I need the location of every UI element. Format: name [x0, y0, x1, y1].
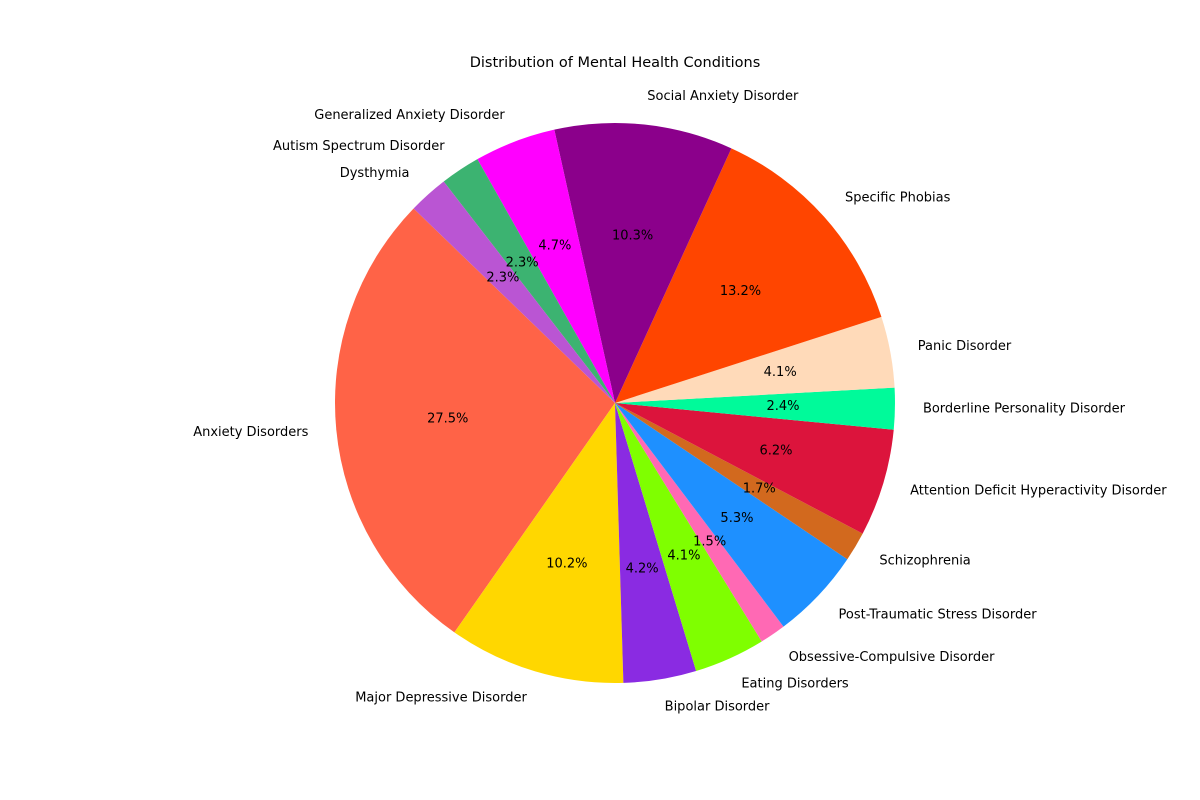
slice-percent-bipolar-disorder: 4.2%	[626, 561, 659, 576]
slice-label-attention-deficit-hyperactivity-disorder: Attention Deficit Hyperactivity Disorder	[910, 484, 1167, 499]
slice-label-post-traumatic-stress-disorder: Post-Traumatic Stress Disorder	[839, 607, 1038, 622]
pie-slice-bipolar-disorder	[615, 403, 697, 683]
slice-percent-generalized-anxiety-disorder: 4.7%	[538, 239, 571, 254]
pie-slice-major-depressive-disorder	[454, 403, 624, 683]
slice-label-panic-disorder: Panic Disorder	[918, 339, 1012, 354]
slice-label-borderline-personality-disorder: Borderline Personality Disorder	[923, 402, 1126, 417]
slice-label-bipolar-disorder: Bipolar Disorder	[665, 699, 771, 714]
pie-slice-post-traumatic-stress-disorder	[615, 403, 848, 627]
slice-percent-specific-phobias: 13.2%	[720, 284, 761, 299]
pie-slice-dysthymia	[413, 181, 615, 403]
slice-percent-dysthymia: 2.3%	[486, 270, 519, 285]
slice-percent-borderline-personality-disorder: 2.4%	[766, 399, 799, 414]
chart-title: Distribution of Mental Health Conditions	[470, 55, 761, 71]
slice-percent-schizophrenia: 1.7%	[743, 482, 776, 497]
pie-slice-panic-disorder	[615, 316, 895, 403]
pie-slice-social-anxiety-disorder	[554, 123, 732, 403]
slice-percent-social-anxiety-disorder: 10.3%	[612, 228, 653, 243]
slice-percent-attention-deficit-hyperactivity-disorder: 6.2%	[759, 444, 792, 459]
pie-labels: Anxiety Disorders Major Depressive Disord…	[193, 89, 1167, 714]
slice-percent-autism-spectrum-disorder: 2.3%	[506, 256, 539, 271]
pie-slice-anxiety-disorders	[335, 208, 615, 633]
slice-percent-major-depressive-disorder: 10.2%	[546, 556, 587, 571]
slice-label-schizophrenia: Schizophrenia	[879, 553, 970, 568]
pie-slices	[335, 123, 895, 683]
slice-label-generalized-anxiety-disorder: Generalized Anxiety Disorder	[314, 108, 505, 123]
slice-label-social-anxiety-disorder: Social Anxiety Disorder	[647, 89, 799, 104]
pie-slice-schizophrenia	[615, 403, 863, 560]
slice-label-dysthymia: Dysthymia	[340, 166, 410, 181]
pie-slice-generalized-anxiety-disorder	[477, 129, 615, 403]
slice-percent-obsessive-compulsive-disorder: 1.5%	[693, 534, 726, 549]
slice-percent-eating-disorders: 4.1%	[667, 549, 700, 564]
slice-label-obsessive-compulsive-disorder: Obsessive-Compulsive Disorder	[789, 650, 996, 665]
pie-slice-obsessive-compulsive-disorder	[615, 403, 784, 642]
pie-slice-autism-spectrum-disorder	[443, 159, 615, 403]
slice-percent-anxiety-disorders: 27.5%	[427, 412, 468, 427]
slice-label-eating-disorders: Eating Disorders	[741, 676, 849, 691]
pie-slice-specific-phobias	[615, 148, 882, 403]
slice-label-autism-spectrum-disorder: Autism Spectrum Disorder	[273, 139, 445, 154]
pie-slice-attention-deficit-hyperactivity-disorder	[615, 403, 894, 534]
slice-percent-post-traumatic-stress-disorder: 5.3%	[720, 511, 753, 526]
slice-percent-panic-disorder: 4.1%	[764, 365, 797, 380]
slice-label-major-depressive-disorder: Major Depressive Disorder	[355, 691, 527, 706]
slice-label-specific-phobias: Specific Phobias	[845, 191, 951, 206]
pie-slice-borderline-personality-disorder	[615, 387, 895, 430]
pie-slice-eating-disorders	[615, 403, 762, 671]
slice-label-anxiety-disorders: Anxiety Disorders	[193, 425, 308, 440]
pie-percent-labels: 27.5%10.2% 4.2%4.1%1.5%5.3%1.7%6.2%2.4%4.…	[427, 228, 799, 576]
